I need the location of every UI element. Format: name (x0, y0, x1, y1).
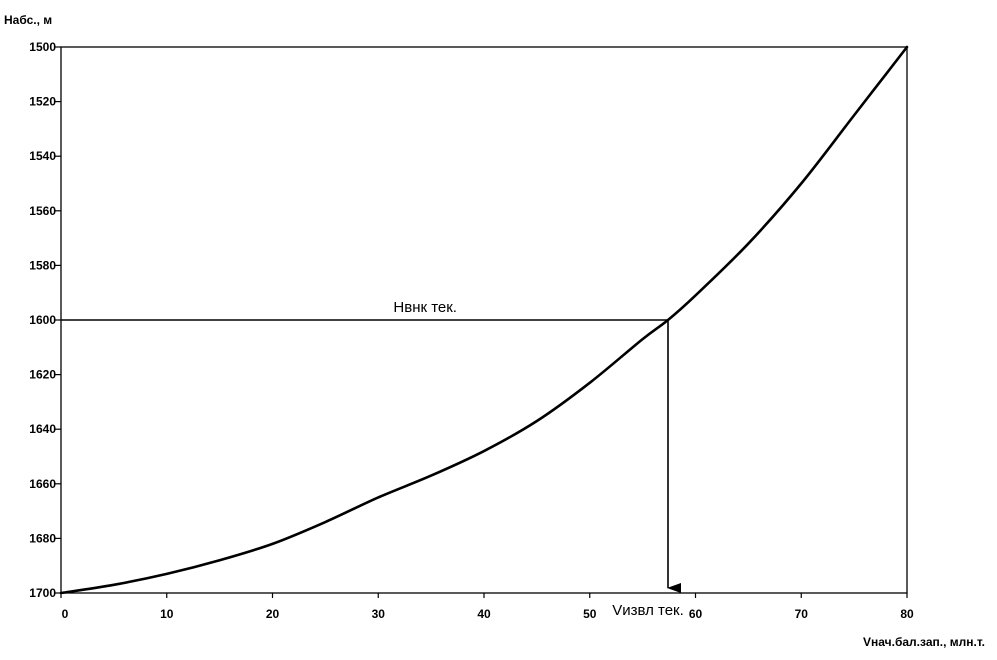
x-tick-label: 60 (689, 607, 703, 621)
series-point (324, 521, 327, 523)
y-tick-label: 1700 (29, 586, 56, 600)
y-tick-label: 1660 (29, 477, 56, 491)
series-point (430, 474, 432, 477)
y-tick-label: 1680 (29, 531, 56, 545)
y-tick-label: 1620 (29, 368, 56, 382)
x-tick-label: 70 (795, 607, 809, 621)
series-point (483, 450, 485, 452)
x-tick-label: 30 (372, 607, 386, 621)
series-point (113, 584, 115, 586)
series-point (800, 182, 803, 185)
x-axis-ticks: 0 10 20 30 40 50 60 70 80 (60, 593, 914, 621)
x-tick-label: 80 (900, 607, 914, 621)
y-tick-label: 1520 (29, 95, 56, 109)
series-points (60, 46, 908, 594)
x-tick-label: 20 (266, 607, 280, 621)
series-point (60, 592, 62, 594)
series-point (853, 114, 855, 117)
y-tick-label: 1500 (29, 40, 56, 54)
v-guide-label: Vизвл тек. (612, 602, 684, 619)
x-tick-label: 40 (477, 607, 491, 621)
series-point (747, 242, 750, 245)
series-point (588, 381, 591, 384)
y-axis-ticks: 1500 1520 1540 1560 1580 1600 1620 1640 1660 1680… (29, 40, 61, 600)
x-tick-label: 50 (583, 607, 597, 621)
series-point (271, 543, 274, 545)
y-tick-label: 1540 (29, 149, 56, 163)
x-axis-title: Vнач.бал.зап., млн.т. (863, 635, 985, 649)
series-point (694, 294, 697, 297)
y-tick-label: 1600 (29, 313, 56, 327)
series-point (536, 420, 538, 422)
y-axis-title: Набс., м (4, 13, 52, 27)
x-tick-label: 0 (62, 607, 69, 621)
y-tick-label: 1560 (29, 204, 56, 218)
series-point (165, 573, 168, 575)
y-tick-label: 1640 (29, 422, 56, 436)
series-point (906, 46, 908, 48)
y-tick-label: 1580 (29, 258, 56, 272)
series-point (667, 319, 669, 321)
h-guide-label: Нвнк тек. (393, 299, 457, 316)
x-tick-label: 10 (160, 607, 174, 621)
series-point (377, 496, 380, 499)
series-point (641, 338, 644, 340)
series-point (218, 559, 221, 562)
